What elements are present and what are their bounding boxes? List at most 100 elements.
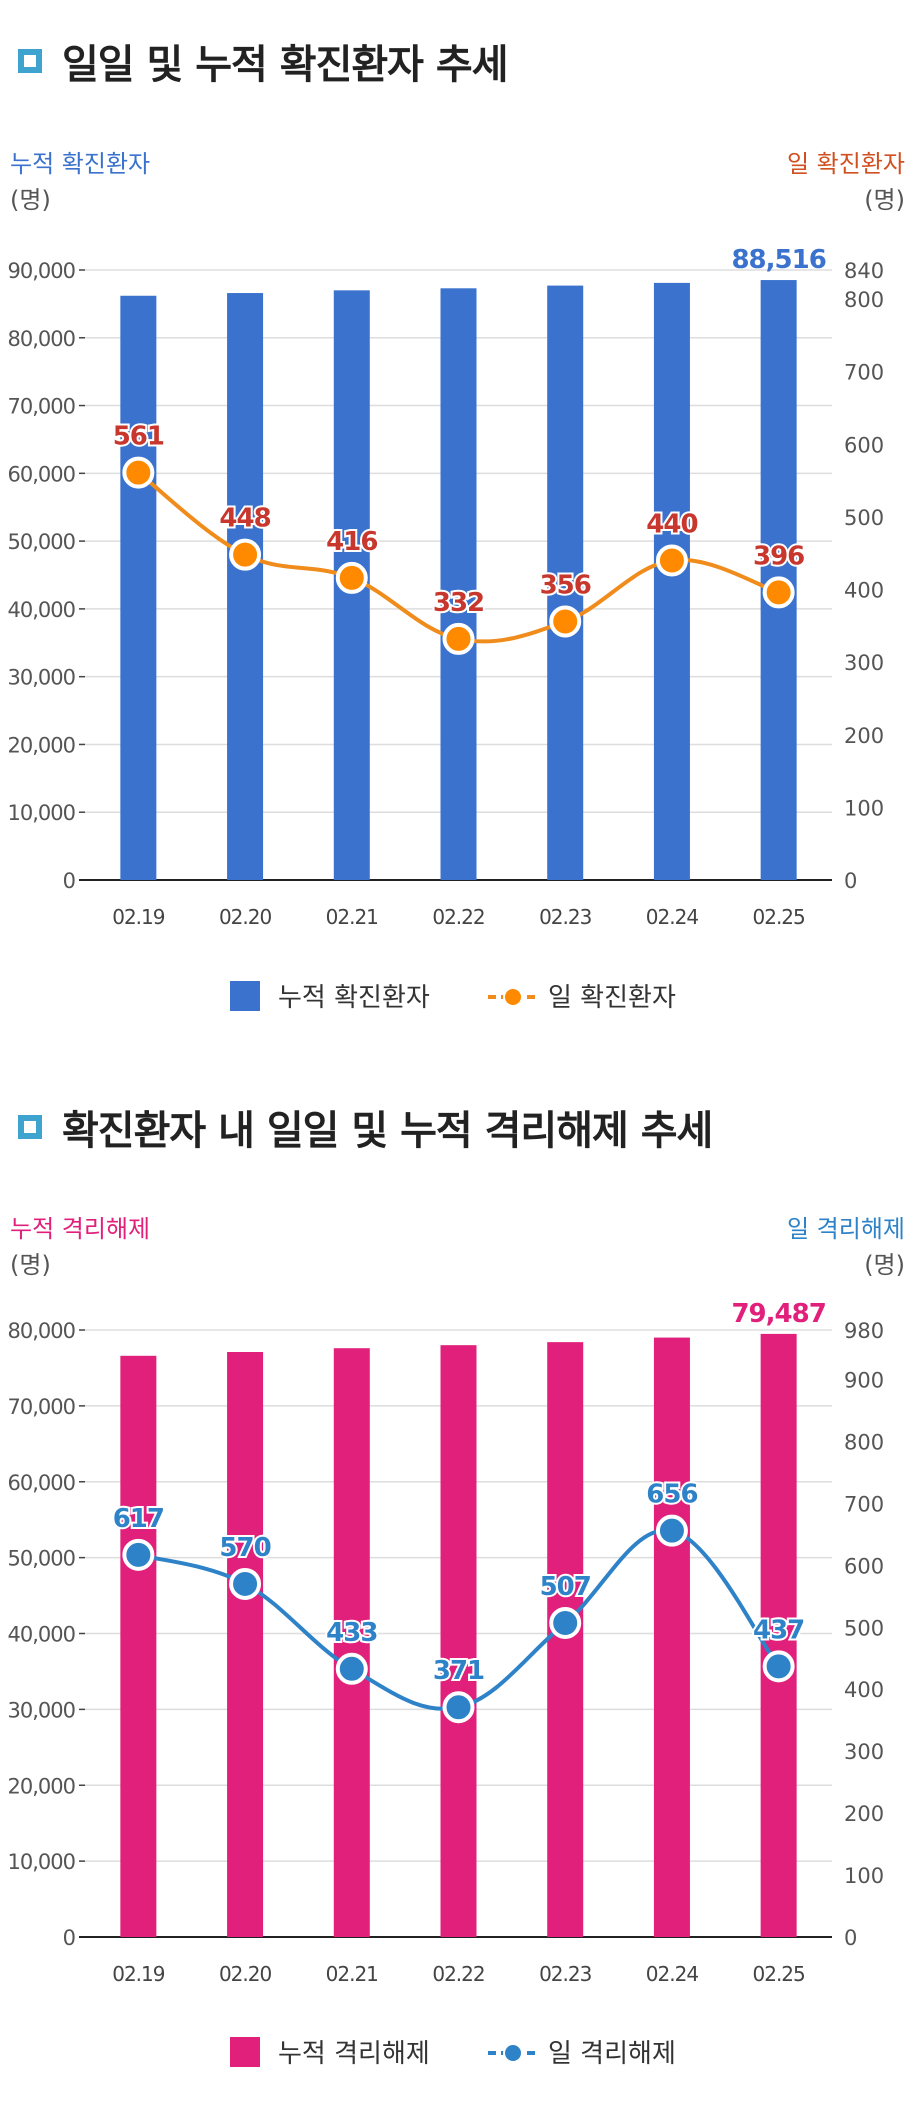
legend-line-label: 일 격리해제 (548, 2039, 676, 2069)
x-tick-label: 02.23 (539, 1962, 592, 1986)
left-tick-label: 0 (63, 1926, 75, 1950)
legend-bar-swatch (230, 981, 260, 1011)
right-tick-label: 800 (844, 288, 884, 312)
section-title-released: 확진환자 내 일일 및 누적 격리해제 추세 (18, 1098, 713, 1156)
line-point (655, 1514, 688, 1547)
bar (440, 1345, 477, 1937)
right-tick-label: 800 (844, 1430, 884, 1454)
line-point (229, 538, 262, 571)
square-bullet-icon (18, 49, 42, 73)
x-tick-label: 02.24 (646, 905, 699, 929)
legend-bar-label: 누적 확진환자 (278, 983, 430, 1013)
x-tick-label: 02.22 (432, 1962, 484, 1986)
legend-bar-swatch (230, 2037, 260, 2067)
right-tick-label: 300 (844, 651, 884, 675)
left-axis-unit: (명) (10, 186, 51, 214)
x-tick-label: 02.25 (753, 1962, 805, 1986)
x-tick-label: 02.20 (219, 1962, 272, 1986)
right-tick-label: 100 (844, 1864, 884, 1888)
x-tick-label: 02.19 (112, 1962, 165, 1986)
x-tick-label: 02.24 (646, 1962, 699, 1986)
left-tick-label: 10,000 (8, 801, 75, 825)
right-tick-label: 0 (844, 1926, 857, 1950)
left-axis-unit: (명) (10, 1251, 51, 1279)
right-tick-label: 700 (844, 361, 884, 385)
x-tick-label: 02.25 (753, 905, 805, 929)
left-tick-label: 80,000 (8, 327, 75, 351)
left-tick-label: 20,000 (8, 733, 75, 757)
line-value-label: 448 (219, 504, 270, 534)
right-tick-label: 700 (844, 1492, 884, 1516)
line-point (122, 456, 155, 489)
right-tick-label: 600 (844, 1554, 884, 1578)
line-point (229, 1567, 262, 1600)
line-value-label: 371 (433, 1656, 484, 1686)
bar (547, 1342, 584, 1937)
x-tick-label: 02.21 (326, 1962, 378, 1986)
right-tick-label: 980 (844, 1319, 884, 1343)
right-tick-label: 0 (844, 869, 857, 893)
x-tick-label: 02.23 (539, 905, 592, 929)
left-tick-label: 0 (63, 869, 75, 893)
right-tick-label: 400 (844, 579, 884, 603)
confirmed-chart: 누적 확진환자 (명) 일 확진환자 (명) 0 10,000 20,000 30,000 40… (8, 150, 905, 1013)
legend-line-label: 일 확진환자 (548, 983, 676, 1013)
line-point (442, 622, 475, 655)
right-tick-label: 500 (844, 1616, 884, 1640)
line-value-label: 561 (113, 422, 164, 452)
right-tick-label: 600 (844, 433, 884, 457)
page-title: 일일 및 누적 확진환자 추세 (62, 42, 509, 88)
right-tick-label: 200 (844, 724, 884, 748)
left-axis-title: 누적 격리해제 (10, 1215, 150, 1243)
legend-line-marker (503, 987, 523, 1007)
left-tick-label: 90,000 (8, 259, 75, 283)
right-axis-title: 일 격리해제 (787, 1215, 905, 1243)
left-tick-label: 60,000 (8, 1471, 75, 1495)
left-tick-label: 40,000 (8, 598, 75, 622)
section-title-confirmed: 일일 및 누적 확진환자 추세 (18, 32, 509, 90)
bar (760, 1333, 797, 1937)
right-tick-label: 900 (844, 1369, 884, 1393)
x-tick-label: 02.19 (112, 905, 165, 929)
x-tick-label: 02.20 (219, 905, 272, 929)
line-value-label: 507 (540, 1572, 591, 1602)
line-value-label: 570 (219, 1533, 270, 1563)
legend-line-marker (503, 2043, 523, 2063)
left-tick-label: 30,000 (8, 666, 75, 690)
line-point (335, 561, 368, 594)
right-tick-label: 300 (844, 1740, 884, 1764)
line-value-label: 617 (113, 1504, 164, 1534)
right-axis-title: 일 확진환자 (787, 150, 905, 178)
line-value-label: 356 (540, 570, 591, 600)
line-point (442, 1691, 475, 1724)
left-tick-label: 20,000 (8, 1774, 75, 1798)
square-bullet-icon (18, 1115, 42, 1139)
bar (333, 1348, 370, 1937)
line-value-label: 332 (433, 588, 484, 618)
line-value-label: 433 (326, 1618, 377, 1648)
left-tick-label: 30,000 (8, 1698, 75, 1722)
right-tick-label: 500 (844, 506, 884, 530)
right-tick-label: 400 (844, 1678, 884, 1702)
left-tick-label: 60,000 (8, 462, 75, 486)
line-point (762, 576, 795, 609)
bar (547, 285, 584, 880)
bar (440, 288, 477, 880)
bar (120, 295, 157, 880)
line-value-label: 440 (646, 509, 697, 539)
left-tick-label: 50,000 (8, 530, 75, 554)
right-axis-unit: (명) (864, 186, 905, 214)
line-value-label: 656 (646, 1480, 697, 1510)
legend-bar-label: 누적 격리해제 (278, 2039, 430, 2069)
bar (653, 282, 690, 880)
last-bar-value-label: 88,516 (731, 245, 825, 275)
line-point (549, 605, 582, 638)
left-tick-label: 40,000 (8, 1623, 75, 1647)
right-axis-unit: (명) (864, 1251, 905, 1279)
left-tick-label: 50,000 (8, 1547, 75, 1571)
left-axis-title: 누적 확진환자 (10, 150, 150, 178)
left-tick-label: 10,000 (8, 1850, 75, 1874)
bar (227, 293, 264, 880)
left-tick-label: 70,000 (8, 1395, 75, 1419)
right-tick-label: 200 (844, 1802, 884, 1826)
